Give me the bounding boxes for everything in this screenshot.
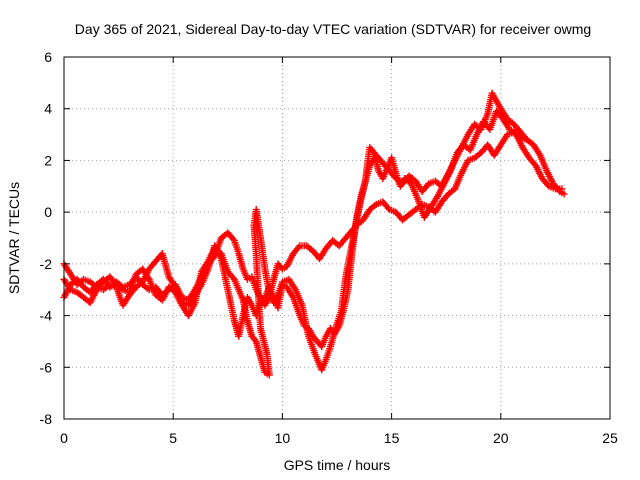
data-point-trace xyxy=(522,134,530,142)
x-tick-label: 10 xyxy=(275,430,291,446)
x-tick-label: 0 xyxy=(60,430,68,446)
y-tick-label: -8 xyxy=(40,411,53,427)
y-tick-label: -4 xyxy=(40,308,53,324)
y-tick-label: 6 xyxy=(44,49,52,65)
data-point xyxy=(558,185,566,193)
x-axis-label: GPS time / hours xyxy=(284,457,391,473)
grid-layer xyxy=(64,57,610,419)
x-tick-label: 25 xyxy=(602,430,618,446)
y-tick-label: 2 xyxy=(44,152,52,168)
data-point-trace xyxy=(229,235,237,243)
chart-title: Day 365 of 2021, Sidereal Day-to-day VTE… xyxy=(75,21,591,37)
y-tick-label: 0 xyxy=(44,204,52,220)
data-point xyxy=(523,136,531,144)
data-marks xyxy=(60,89,568,379)
x-tick-label: 15 xyxy=(384,430,400,446)
data-point-trace xyxy=(295,243,303,251)
y-tick-label: -6 xyxy=(40,359,53,375)
plot-frame xyxy=(63,56,611,420)
y-axis-label: SDTVAR / TECUs xyxy=(6,182,22,294)
y-tick-label: -2 xyxy=(40,256,53,272)
x-tick-label: 5 xyxy=(169,430,177,446)
axis-ticks: 0 5 10 15 20 25 -8 -6 -4 -2 0 2 4 6 xyxy=(40,49,618,446)
y-tick-label: 4 xyxy=(44,101,52,117)
data-point-trace xyxy=(229,274,237,282)
data-point xyxy=(560,190,568,198)
x-tick-label: 20 xyxy=(493,430,509,446)
